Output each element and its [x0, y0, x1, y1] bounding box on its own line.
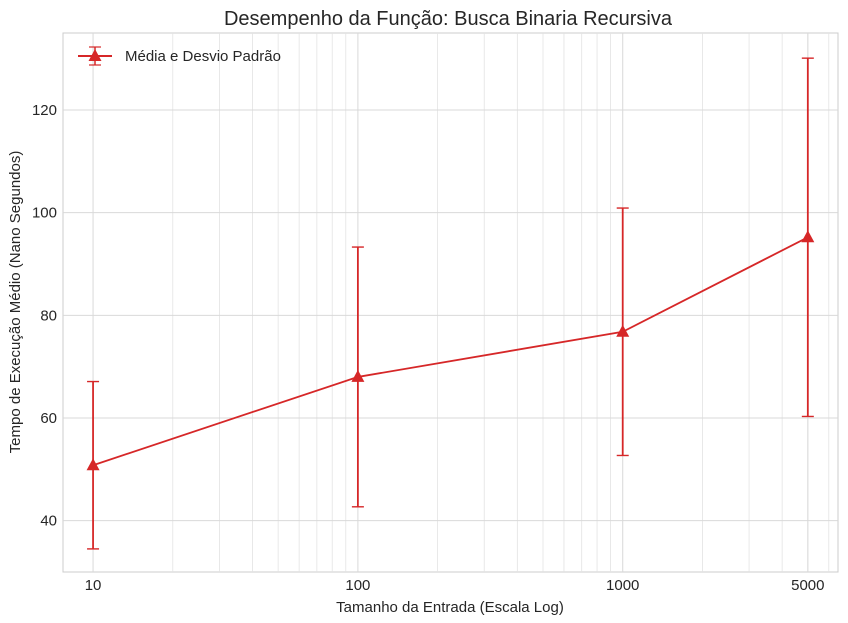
legend: Média e Desvio Padrão — [78, 46, 281, 66]
y-axis-label: Tempo de Execução Médio (Nano Segundos) — [7, 151, 24, 454]
series-layer — [86, 57, 815, 550]
y-tick-label: 120 — [32, 102, 57, 119]
legend-label: Média e Desvio Padrão — [125, 48, 281, 65]
legend-marker-triangle — [88, 49, 102, 61]
y-tick-label: 100 — [32, 205, 57, 222]
series-line — [92, 236, 809, 467]
y-tick-label: 80 — [40, 307, 57, 324]
x-tick-label: 5000 — [791, 577, 824, 594]
data-point-marker — [801, 230, 815, 243]
x-tick-label: 100 — [345, 577, 370, 594]
plot-area — [62, 32, 839, 573]
data-point-marker — [616, 324, 630, 337]
data-point-marker — [351, 369, 365, 382]
y-tick-label: 60 — [40, 410, 57, 427]
y-tick-label: 40 — [40, 513, 57, 530]
x-tick-label: 1000 — [606, 577, 639, 594]
tick-labels: 10 100 1000 5000 40 60 80 100 120 — [32, 102, 825, 594]
x-axis-label: Tamanho da Entrada (Escala Log) — [336, 599, 564, 616]
data-point-marker — [86, 458, 100, 471]
plot-frame — [62, 32, 839, 573]
chart-title: Desempenho da Função: Busca Binaria Recu… — [224, 8, 673, 30]
x-tick-label: 10 — [85, 577, 102, 594]
